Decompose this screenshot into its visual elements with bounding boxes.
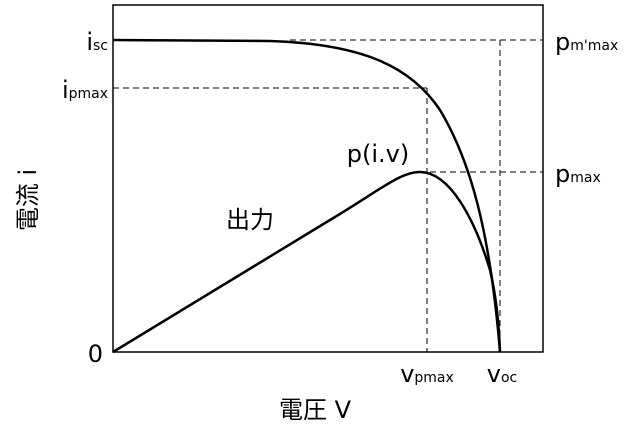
right-label: pmax xyxy=(555,160,601,188)
annotation: p(i.v) xyxy=(347,140,409,168)
left-label: isc xyxy=(86,28,108,56)
y-axis-title: 電流 i xyxy=(14,169,42,231)
iv-curve xyxy=(112,38,502,353)
origin-label: 0 xyxy=(88,340,103,368)
bottom-label: voc xyxy=(487,360,517,388)
annotation: 出力 xyxy=(226,206,274,234)
plot-frame xyxy=(112,4,544,353)
right-label: pm'max xyxy=(555,28,618,56)
bottom-label: vpmax xyxy=(400,360,454,388)
power-curve xyxy=(112,170,502,354)
left-label: ipmax xyxy=(62,76,108,104)
x-axis-title: 電圧 V xyxy=(279,396,352,424)
